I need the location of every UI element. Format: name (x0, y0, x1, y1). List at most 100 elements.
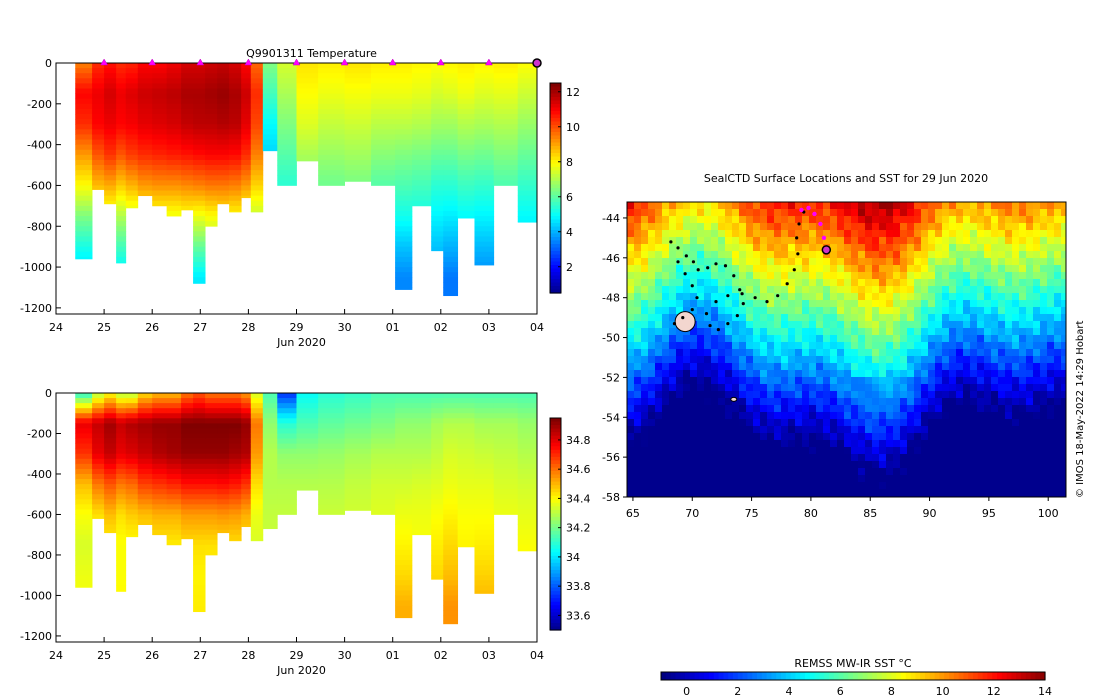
sst-cell (795, 230, 803, 238)
sst-cell (998, 244, 1006, 252)
sst-cell (1033, 230, 1041, 238)
profile-cell (92, 413, 105, 419)
sst-cell (865, 426, 873, 434)
sst-cell (928, 489, 936, 497)
sst-cell (1054, 237, 1062, 245)
profile-cell (296, 119, 319, 125)
profile-cell (395, 63, 413, 69)
colorbar-swatch (550, 584, 561, 589)
profile-cell (241, 489, 252, 495)
profile-cell (296, 443, 319, 450)
sst-cell (711, 370, 719, 378)
profile-cell (517, 484, 538, 490)
profile-cell (411, 154, 432, 161)
sst-cell (795, 370, 803, 378)
sst-cell (1026, 419, 1034, 427)
sst-cell (725, 286, 733, 294)
sst-cell (753, 370, 761, 378)
sst-cell (753, 356, 761, 364)
track-point (726, 294, 730, 298)
sst-cell (704, 398, 712, 406)
profile-column (411, 393, 432, 536)
sst-cell (753, 384, 761, 392)
sst-cell (858, 377, 866, 385)
sst-cell (753, 447, 761, 455)
sst-cell (956, 475, 964, 483)
sst-cell (1005, 454, 1013, 462)
sst-cell (935, 223, 943, 231)
profile-cell (250, 78, 264, 84)
sst-cell (914, 440, 922, 448)
sst-cell (865, 202, 873, 210)
profile-cell (457, 205, 475, 212)
sst-cell (676, 202, 684, 210)
sst-cell (851, 384, 859, 392)
sst-cell (830, 433, 838, 441)
colorbar-swatch (550, 474, 561, 479)
sst-cell (732, 258, 740, 266)
sst-cell (725, 426, 733, 434)
profile-cell (262, 108, 278, 115)
profile-cell (166, 114, 182, 120)
colorbar-swatch (550, 524, 561, 529)
profile-cell (411, 144, 432, 151)
colorbar-swatch (550, 97, 561, 102)
profile-cell (250, 190, 264, 197)
sst-cell (984, 489, 992, 497)
sst-cell (767, 475, 775, 483)
sst-cell (1033, 244, 1041, 252)
profile-cell (125, 489, 139, 495)
sst-cell (935, 349, 943, 357)
profile-cell (166, 393, 182, 399)
sst-cell (893, 251, 901, 259)
sst-cell (844, 363, 852, 371)
profile-cell (217, 473, 230, 480)
sst-cell (1026, 293, 1034, 301)
sst-cell (1005, 272, 1013, 280)
sst-cell (802, 482, 810, 490)
profile-cell (152, 88, 168, 95)
profile-cell (474, 134, 495, 140)
map-y-tick-label: -46 (602, 252, 620, 265)
sst-cell (732, 223, 740, 231)
profile-cell (296, 144, 319, 151)
profile-cell (457, 98, 475, 105)
profile-cell (125, 463, 139, 470)
sst-colorbar-swatch (992, 672, 998, 680)
profile-cell (443, 83, 459, 89)
sst-cell (634, 279, 642, 287)
colorbar-tick-label: 34.2 (566, 522, 591, 535)
sst-cell (795, 482, 803, 490)
profile-cell (262, 119, 278, 125)
sst-colorbar-swatch (670, 672, 676, 680)
sst-cell (641, 293, 649, 301)
sst-cell (739, 440, 747, 448)
sst-cell (823, 272, 831, 280)
profile-cell (205, 514, 218, 520)
profile-cell (75, 63, 93, 69)
profile-cell (431, 170, 444, 176)
profile-cell (125, 205, 139, 209)
profile-cell (125, 68, 139, 74)
track-point (706, 266, 710, 270)
profile-cell (193, 479, 206, 485)
sst-cell (655, 440, 663, 448)
profile-cell (250, 453, 264, 460)
sst-cell (795, 426, 803, 434)
sst-cell (907, 286, 915, 294)
sst-cell (802, 419, 810, 427)
sst-cell (984, 349, 992, 357)
profile-cell (181, 473, 194, 480)
sst-cell (788, 482, 796, 490)
sst-cell (921, 377, 929, 385)
sst-cell (697, 475, 705, 483)
sst-cell (844, 202, 852, 210)
profile-cell (181, 200, 194, 207)
sst-cell (1047, 342, 1055, 350)
profile-cell (116, 463, 127, 470)
sst-cell (970, 293, 978, 301)
profile-cell (229, 433, 242, 439)
profile-cell (116, 544, 127, 551)
profile-cell (166, 165, 182, 171)
sst-cell (851, 314, 859, 322)
